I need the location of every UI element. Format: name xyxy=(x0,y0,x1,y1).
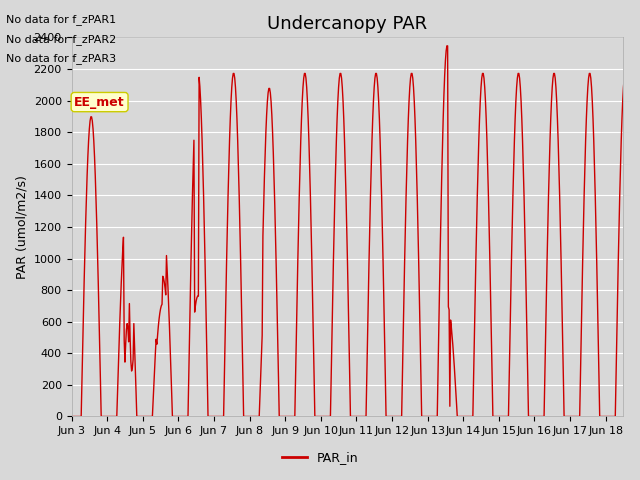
Text: No data for f_zPAR2: No data for f_zPAR2 xyxy=(6,34,116,45)
Legend: PAR_in: PAR_in xyxy=(276,446,364,469)
Y-axis label: PAR (umol/m2/s): PAR (umol/m2/s) xyxy=(15,175,28,279)
Text: EE_met: EE_met xyxy=(74,96,125,108)
Text: No data for f_zPAR1: No data for f_zPAR1 xyxy=(6,14,116,25)
Title: Undercanopy PAR: Undercanopy PAR xyxy=(268,15,428,33)
Text: No data for f_zPAR3: No data for f_zPAR3 xyxy=(6,53,116,64)
